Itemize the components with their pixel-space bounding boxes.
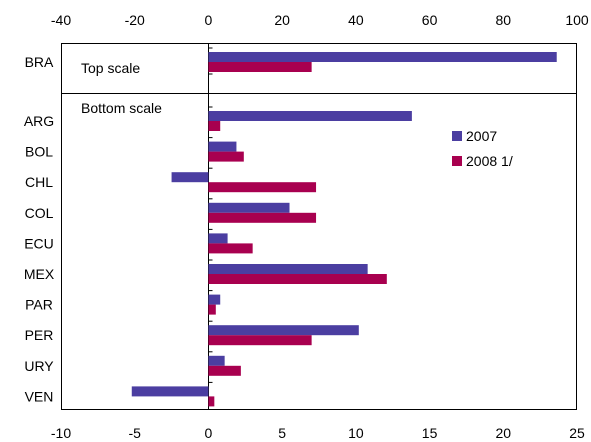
category-label-arg: ARG: [24, 113, 54, 129]
top-tick-label-0: 0: [205, 12, 213, 28]
top-tick-label-80: 80: [495, 12, 511, 28]
category-label-par: PAR: [25, 297, 53, 313]
bar-ecu-2008-1: [208, 243, 253, 254]
bottom-tick-label-20: 20: [495, 425, 511, 441]
bar-chl-2007: [171, 172, 209, 183]
category-label-ecu: ECU: [24, 235, 54, 251]
top-tick-label-100: 100: [565, 12, 589, 28]
legend-label-2007: 2007: [466, 128, 497, 144]
bottom-tick-label-10: 10: [348, 425, 364, 441]
bar-ury-2008-1: [208, 365, 241, 376]
legend-swatch-2007: [452, 131, 462, 141]
top-tick-label-60: 60: [422, 12, 438, 28]
category-label-col: COL: [25, 205, 54, 221]
category-label-ven: VEN: [25, 388, 54, 404]
bar-per-2008-1: [208, 335, 312, 346]
category-label-per: PER: [25, 327, 54, 343]
bar-col-2007: [208, 202, 290, 213]
bottom-tick-label-5: -5: [128, 425, 141, 441]
category-label-ury: URY: [24, 358, 54, 374]
bar-bra-2007: [208, 52, 557, 62]
plot-area-frame: [61, 43, 577, 410]
bar-col-2008-1: [208, 212, 317, 223]
top-axis-ticks: -40 -20 0 20 40 60 80 100: [51, 12, 589, 28]
bar-mex-2007: [208, 264, 368, 274]
top-scale-label: Top scale: [81, 60, 140, 76]
legend-swatch-2008: [452, 156, 462, 166]
bar-ven-2007: [131, 386, 209, 397]
top-tick-label-20: 20: [274, 12, 290, 28]
bar-ury-2007: [208, 355, 225, 366]
category-label-bra: BRA: [25, 54, 54, 70]
bottom-tick-label-10: -10: [51, 425, 71, 441]
bar-ven-2008-1: [208, 396, 215, 407]
legend-label-2008: 2008 1/: [466, 153, 513, 169]
bottom-tick-label-5: 5: [278, 425, 286, 441]
bar-chl-2008-1: [208, 182, 317, 193]
bar-bol-2008-1: [208, 151, 244, 162]
category-label-mex: MEX: [24, 266, 55, 282]
bar-ecu-2007: [208, 233, 228, 244]
top-tick-label-40: -40: [51, 12, 71, 28]
bar-bol-2007: [208, 141, 237, 152]
bar-par-2007: [208, 294, 221, 305]
bar-bra-2008-1: [208, 62, 312, 72]
bar-par-2008-1: [208, 304, 216, 315]
legend: 2007 2008 1/: [452, 128, 513, 169]
bottom-tick-label-15: 15: [422, 425, 438, 441]
bottom-tick-label-25: 25: [569, 425, 585, 441]
bar-per-2007: [208, 325, 359, 336]
bar-mex-2008-1: [208, 274, 387, 284]
bottom-tick-label-0: 0: [205, 425, 213, 441]
bar-arg-2007: [208, 111, 412, 121]
category-label-bol: BOL: [25, 144, 53, 160]
bottom-scale-label: Bottom scale: [81, 100, 162, 116]
top-tick-label-20: -20: [125, 12, 145, 28]
category-labels: BRA ARG BOL CHL COL ECU MEX PAR PER URY VEN: [24, 54, 55, 404]
category-label-chl: CHL: [25, 174, 53, 190]
top-tick-label-40: 40: [348, 12, 364, 28]
bottom-axis-ticks: -10 -5 0 5 10 15 20 25: [51, 425, 585, 441]
bar-arg-2008-1: [208, 121, 221, 131]
bars: [131, 47, 557, 407]
